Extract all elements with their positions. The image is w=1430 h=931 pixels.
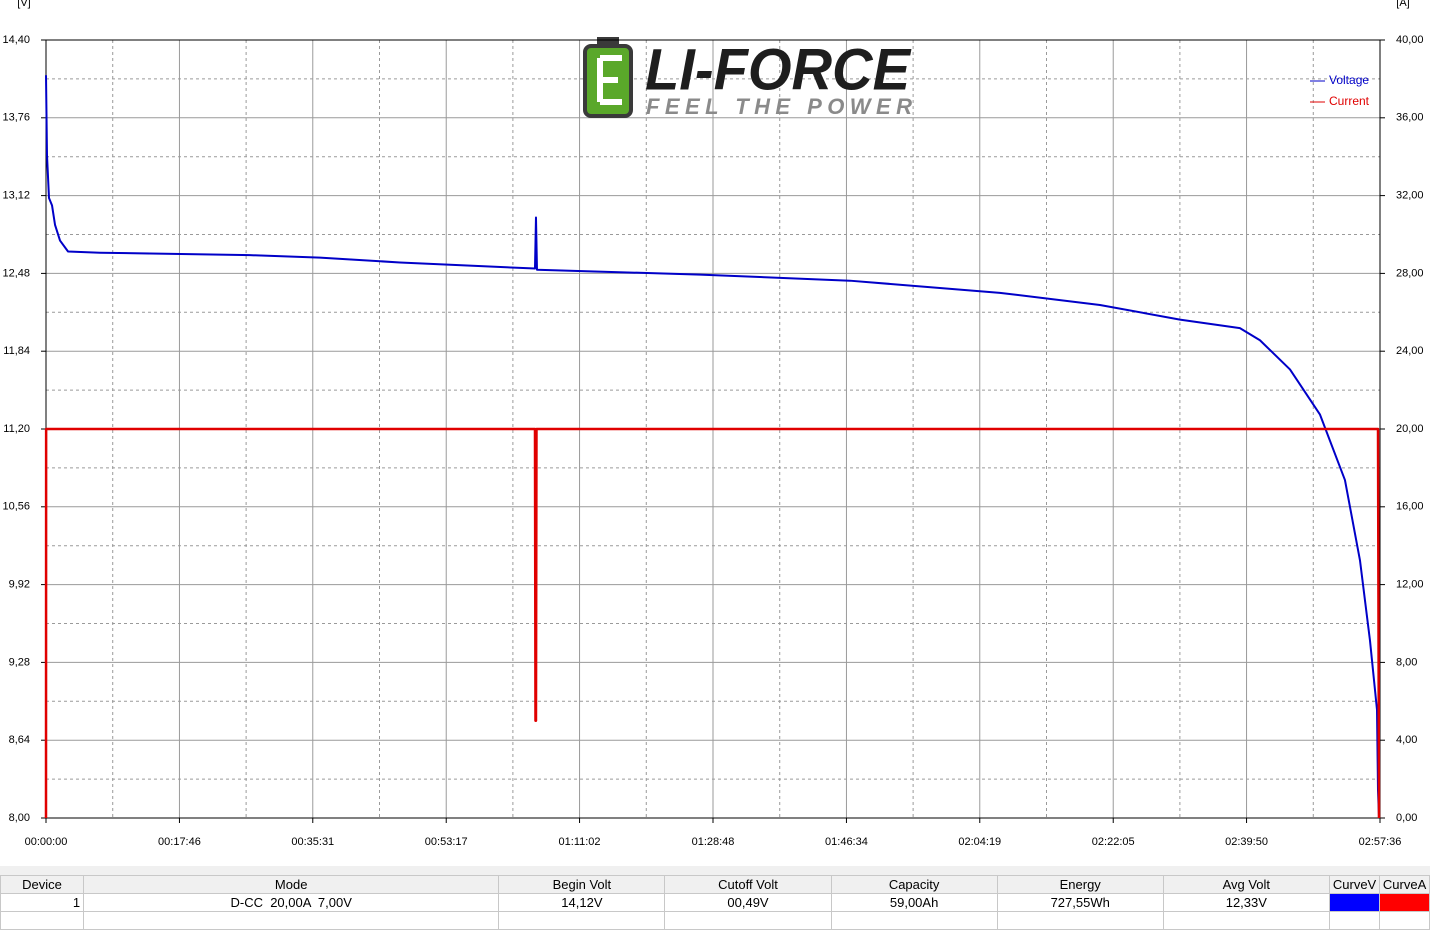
y2-tick-label: 0,00: [1396, 812, 1417, 824]
table-cell: [498, 911, 666, 930]
x-tick-label: 00:35:31: [291, 836, 334, 848]
column-header: CurveV: [1328, 875, 1380, 894]
y-tick-label: 12,48: [2, 267, 30, 279]
y-tick-label: 10,56: [2, 501, 30, 513]
results-table: Device Mode Begin Volt Cutoff Volt Capacity E…: [0, 875, 1430, 930]
curve-color-cell: [1328, 893, 1380, 912]
legend-label: Current: [1329, 94, 1370, 108]
y-tick-label: 9,28: [9, 656, 30, 668]
column-header: Avg Volt: [1162, 875, 1330, 894]
series-line: [45, 75, 1380, 819]
column-header: Mode: [83, 875, 500, 894]
table-cell: [1162, 911, 1330, 930]
chart: [V] [A] LI-FORCE FEEL THE POWER 8,00 8,64…: [2, 0, 1424, 848]
table-cell: 00,49V: [664, 893, 832, 912]
separator: [0, 866, 1430, 875]
x-tick-label: 00:17:46: [158, 836, 201, 848]
table-cell: 59,00Ah: [830, 893, 998, 912]
table-cell: [830, 911, 998, 930]
y2-tick-label: 24,00: [1396, 345, 1424, 357]
y-axis-label: [V]: [17, 0, 30, 9]
table-cell: 14,12V: [498, 893, 666, 912]
x-tick-label: 02:22:05: [1092, 836, 1135, 848]
curve-color-cell: [1378, 893, 1430, 912]
y2-tick-label: 8,00: [1396, 656, 1417, 668]
logo-battery-cap: [597, 37, 619, 46]
y-tick-label: 13,76: [2, 112, 30, 124]
x-tick-label: 01:28:48: [692, 836, 735, 848]
table-cell: [0, 911, 85, 930]
y2-tick-label: 36,00: [1396, 112, 1424, 124]
table-cell: [1378, 911, 1430, 930]
column-header: Device: [0, 875, 85, 894]
y-tick-label: 8,00: [9, 812, 30, 824]
y-tick-label: 11,84: [3, 345, 30, 357]
table-cell: [83, 911, 500, 930]
table-cell: 1: [0, 893, 85, 912]
series-line: [44, 427, 1381, 819]
column-header: Begin Volt: [498, 875, 666, 894]
y2-tick-label: 40,00: [1396, 34, 1424, 46]
y2-axis-label: [A]: [1396, 0, 1409, 9]
empty-row: [0, 911, 1430, 930]
x-tick-label: 01:11:02: [559, 836, 601, 848]
table-cell: D-CC 20,00A 7,00V: [83, 893, 500, 912]
logo: LI-FORCE FEEL THE POWER: [583, 37, 912, 119]
y-tick-label: 13,12: [2, 190, 30, 202]
legend-label: Voltage: [1329, 73, 1369, 87]
x-tick-label: 02:04:19: [958, 836, 1001, 848]
table-cell: [1328, 911, 1380, 930]
x-tick-label: 01:46:34: [825, 836, 868, 848]
table-row: 1 D-CC 20,00A 7,00V 14,12V 00,49V 59,00Ah 727…: [0, 893, 1430, 912]
table-header: Device Mode Begin Volt Cutoff Volt Capacity E…: [0, 875, 1430, 894]
y2-tick-label: 20,00: [1396, 423, 1424, 435]
logo-tagline: FEEL THE POWER: [646, 94, 912, 119]
table-cell: 727,55Wh: [996, 893, 1164, 912]
x-tick-label: 00:53:17: [425, 836, 468, 848]
y2-tick-label: 28,00: [1396, 267, 1424, 279]
logo-mark: [597, 55, 622, 105]
y-tick-label: 11,20: [3, 423, 30, 435]
x-tick-label: 00:00:00: [25, 836, 68, 848]
y-tick-label: 14,40: [2, 34, 30, 46]
y2-tick-label: 4,00: [1396, 734, 1417, 746]
logo-title: LI-FORCE: [645, 37, 912, 102]
table-cell: [996, 911, 1164, 930]
y2-tick-label: 12,00: [1396, 579, 1424, 591]
x-tick-label: 02:57:36: [1359, 836, 1402, 848]
column-header: CurveA: [1378, 875, 1430, 894]
y2-tick-label: 16,00: [1396, 501, 1424, 513]
table-cell: 12,33V: [1162, 893, 1330, 912]
column-header: Cutoff Volt: [664, 875, 832, 894]
table-cell: [664, 911, 832, 930]
x-tick-label: 02:39:50: [1225, 836, 1268, 848]
y-tick-label: 9,92: [9, 579, 30, 591]
y2-tick-label: 32,00: [1396, 190, 1424, 202]
y-tick-label: 8,64: [9, 734, 30, 746]
column-header: Capacity: [830, 875, 998, 894]
column-header: Energy: [996, 875, 1164, 894]
grid: [45, 39, 1381, 819]
